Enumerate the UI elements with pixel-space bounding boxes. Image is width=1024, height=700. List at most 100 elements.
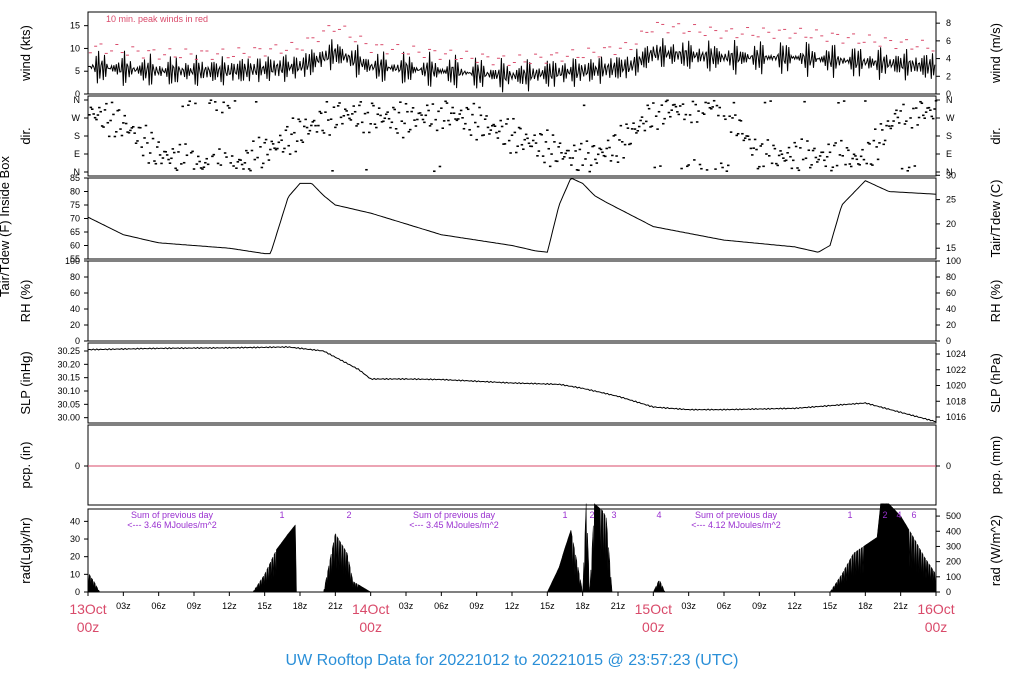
x-date-label: 13Oct xyxy=(69,601,106,617)
temp-ytick-right-label: 20 xyxy=(946,219,956,229)
rh-ytick-left-label: 80 xyxy=(70,272,80,282)
rh-ylabel-left: RH (%) xyxy=(18,280,33,323)
x-hour-label: 12z xyxy=(505,601,520,611)
slp-ytick-right-label: 1024 xyxy=(946,349,966,359)
wind-peak-series xyxy=(88,21,935,66)
x-hour-label: 21z xyxy=(893,601,908,611)
rad-annotation-sum: <--- 3.46 MJoules/m^2 xyxy=(127,520,217,530)
rad-ytick-left-label: 10 xyxy=(70,569,80,579)
wind-series xyxy=(87,38,936,93)
slp-ytick-left-label: 30.05 xyxy=(57,399,80,409)
x-date-time-label: 00z xyxy=(77,619,100,635)
slp-ytick-right-label: 1020 xyxy=(946,381,966,391)
rad-marker: 2 xyxy=(882,510,887,520)
x-hour-label: 12z xyxy=(787,601,802,611)
wind-ytick-right-label: 2 xyxy=(946,71,951,81)
x-hour-label: 15z xyxy=(257,601,272,611)
rad-annotation-title: Sum of previous day xyxy=(413,510,496,520)
temp-ytick-right-label: 30 xyxy=(946,170,956,180)
rh-ytick-left-label: 60 xyxy=(70,288,80,298)
slp-ytick-right-label: 1016 xyxy=(946,412,966,422)
temp-ytick-left-label: 65 xyxy=(70,227,80,237)
rad-ylabel-right: rad (W/m^2) xyxy=(988,515,1003,586)
rh-ytick-right-label: 0 xyxy=(946,336,951,346)
panel-temp: Tair/Tdew (F) Inside Box 55 60 65 70 75 80 85 15… xyxy=(0,156,956,297)
slp-ytick-right-label: 1018 xyxy=(946,396,966,406)
wind-ytick-left-label: 15 xyxy=(70,21,80,31)
dir-ytick-left-label: S xyxy=(74,131,80,141)
temp-ytick-left-label: 80 xyxy=(70,187,80,197)
rad-ytick-right-label: 0 xyxy=(946,587,951,597)
rad-ytick-right-label: 200 xyxy=(946,557,961,567)
x-hour-label: 18z xyxy=(858,601,873,611)
temp-ytick-left-label: 85 xyxy=(70,173,80,183)
rad-annotation-sum: <--- 4.12 MJoules/m^2 xyxy=(691,520,781,530)
panel-rh: 0 20 40 60 80 100 0 20 40 60 80 100 xyxy=(65,256,961,346)
rh-ytick-left-label: 100 xyxy=(65,256,80,266)
temp-ytick-right-label: 25 xyxy=(946,195,956,205)
dir-ylabel-left: dir. xyxy=(18,127,33,144)
x-hour-label: 06z xyxy=(151,601,166,611)
pcp-ytick-right-label: 0 xyxy=(946,461,951,471)
rh-ytick-right-label: 20 xyxy=(946,320,956,330)
x-date-time-label: 00z xyxy=(925,619,948,635)
rad-marker: 1 xyxy=(562,510,567,520)
dir-ytick-right-label: N xyxy=(946,95,953,105)
x-hour-label: 21z xyxy=(611,601,626,611)
rad-ytick-left-label: 30 xyxy=(70,534,80,544)
x-hour-label: 03z xyxy=(116,601,131,611)
temp-ytick-left-label: 60 xyxy=(70,241,80,251)
x-hour-label: 18z xyxy=(293,601,308,611)
rad-marker: 2 xyxy=(346,510,351,520)
temp-ytick-left-label: 70 xyxy=(70,214,80,224)
panel-wind: 0 5 10 15 0 2 4 6 8 10 min. peak winds in red xyxy=(70,11,951,99)
wind-ytick-left-label: 10 xyxy=(70,43,80,53)
x-axis: 03z 06z 09z 12z 15z 18z 21z 03z 06z 09z 12z 15z 18z 2… xyxy=(69,592,955,635)
dir-ytick-left-label: N xyxy=(74,167,81,177)
rad-marker: 4 xyxy=(896,510,901,520)
x-hour-label: 09z xyxy=(187,601,202,611)
slp-ylabel-right: SLP (hPa) xyxy=(988,353,1003,413)
wind-annotation: 10 min. peak winds in red xyxy=(106,14,208,24)
dir-ytick-right-label: N xyxy=(946,167,953,177)
x-hour-label: 06z xyxy=(717,601,732,611)
slp-series xyxy=(87,345,937,423)
rad-marker: 3 xyxy=(611,510,616,520)
slp-ytick-left-label: 30.00 xyxy=(57,413,80,423)
wind-ytick-right-label: 4 xyxy=(946,54,951,64)
wind-ytick-left-label: 0 xyxy=(75,89,80,99)
rad-annotation-title: Sum of previous day xyxy=(131,510,214,520)
rh-ylabel-right: RH (%) xyxy=(988,280,1003,323)
wind-ytick-right-label: 0 xyxy=(946,89,951,99)
wind-ytick-left-label: 5 xyxy=(75,66,80,76)
x-hour-label: 06z xyxy=(434,601,449,611)
rh-ytick-left-label: 0 xyxy=(75,336,80,346)
dir-series xyxy=(88,99,938,173)
wind-ylabel-left: wind (kts) xyxy=(18,25,33,82)
dir-ytick-left-label: E xyxy=(74,149,80,159)
temp-ylabel-right: Tair/Tdew (C) xyxy=(988,179,1003,257)
x-date-time-label: 00z xyxy=(642,619,665,635)
rh-ytick-left-label: 20 xyxy=(70,320,80,330)
slp-ylabel-left: SLP (inHg) xyxy=(18,351,33,414)
dir-ytick-right-label: W xyxy=(946,113,955,123)
rad-ylabel-left: rad(Lgly/hr) xyxy=(18,517,33,583)
x-hour-label: 15z xyxy=(540,601,555,611)
dir-ytick-right-label: E xyxy=(946,149,952,159)
slp-ytick-left-label: 30.10 xyxy=(57,386,80,396)
slp-ytick-left-label: 30.25 xyxy=(57,346,80,356)
rh-ytick-right-label: 80 xyxy=(946,272,956,282)
x-hour-label: 03z xyxy=(681,601,696,611)
dir-ytick-left-label: W xyxy=(72,113,81,123)
temp-ytick-right-label: 15 xyxy=(946,243,956,253)
x-hour-label: 03z xyxy=(399,601,414,611)
rh-frame xyxy=(87,260,937,342)
rad-marker: 1 xyxy=(847,510,852,520)
temp-ylabel-left: Tair/Tdew (F) Inside Box xyxy=(0,156,12,297)
pcp-ytick-left-label: 0 xyxy=(75,461,80,471)
rad-marker: 2 xyxy=(589,510,594,520)
